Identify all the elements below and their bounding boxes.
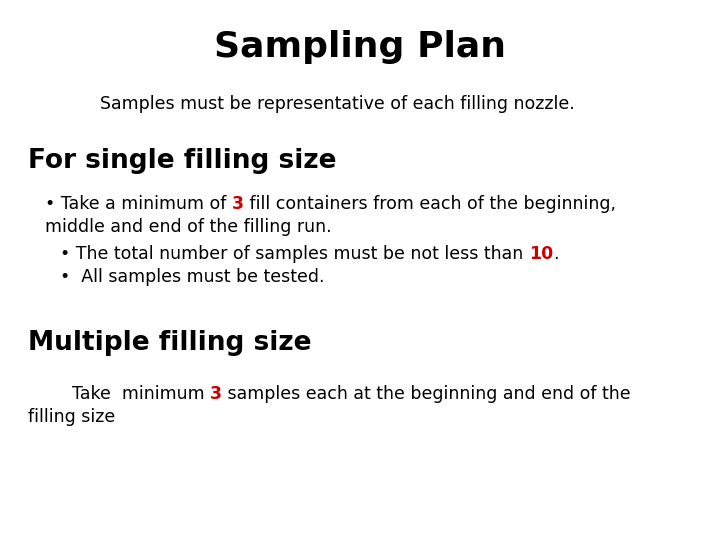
Text: filling size: filling size <box>28 408 115 426</box>
Text: middle and end of the filling run.: middle and end of the filling run. <box>45 218 332 236</box>
Text: Samples must be representative of each filling nozzle.: Samples must be representative of each f… <box>100 95 575 113</box>
Text: • Take a minimum of: • Take a minimum of <box>45 195 232 213</box>
Text: 10: 10 <box>528 245 553 263</box>
Text: •  All samples must be tested.: • All samples must be tested. <box>60 268 325 286</box>
Text: Take  minimum: Take minimum <box>28 385 210 403</box>
Text: 3: 3 <box>232 195 244 213</box>
Text: For single filling size: For single filling size <box>28 148 336 174</box>
Text: samples each at the beginning and end of the: samples each at the beginning and end of… <box>222 385 631 403</box>
Text: 3: 3 <box>210 385 222 403</box>
Text: Sampling Plan: Sampling Plan <box>214 30 506 64</box>
Text: .: . <box>553 245 559 263</box>
Text: Multiple filling size: Multiple filling size <box>28 330 312 356</box>
Text: fill containers from each of the beginning,: fill containers from each of the beginni… <box>244 195 616 213</box>
Text: • The total number of samples must be not less than: • The total number of samples must be no… <box>60 245 528 263</box>
